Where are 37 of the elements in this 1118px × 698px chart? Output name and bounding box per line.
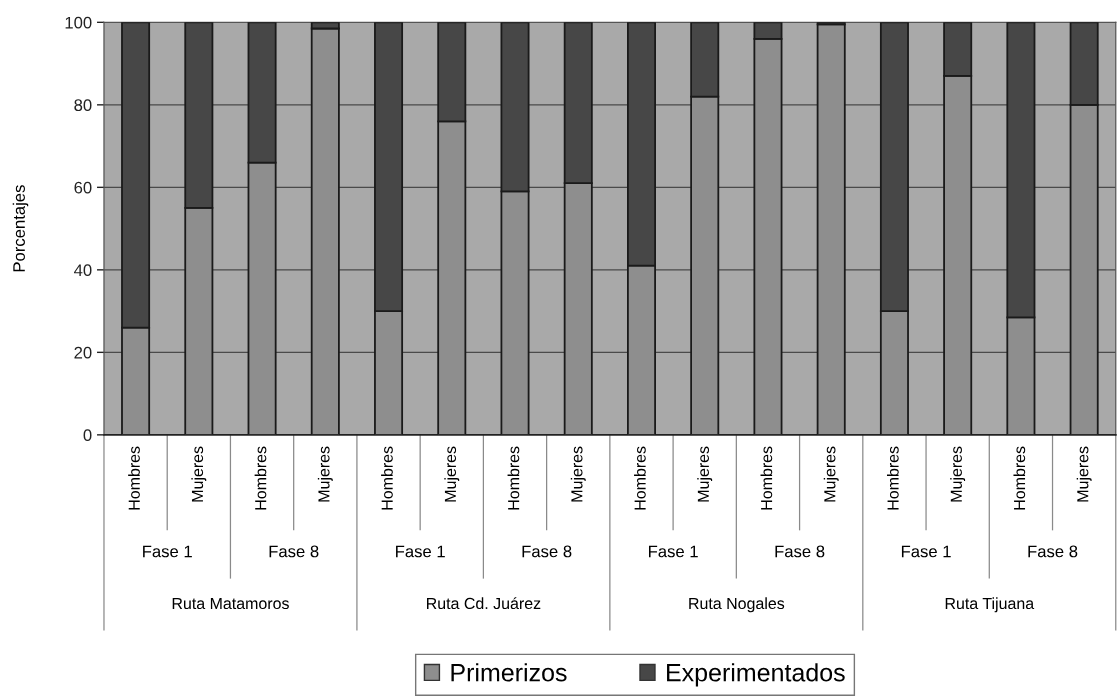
y-tick-label: 60 [74,181,92,194]
text: Ruta Tijuana [945,597,1035,613]
text: Fase 8 [269,545,319,558]
x-tick-label: Mujeres [950,446,966,502]
x-tick-label: Hombres [1013,446,1026,510]
text: Fase 1 [396,545,445,558]
legend-label: Experimentados [667,663,845,687]
text: Ruta Cd. Juárez [427,597,541,610]
x-tick-label: Hombres [507,446,520,510]
x-tick-label: Mujeres [191,446,207,502]
y-axis-title: Porcentajes [12,185,29,272]
x-tick-label: Mujeres [444,446,460,502]
x-tick-label: Mujeres [823,446,839,502]
y-tick-label: 100 [65,16,92,29]
x-tick-label: Mujeres [697,446,713,502]
text: Fase 8 [1028,545,1078,558]
x-tick-label: Mujeres [317,446,333,502]
y-tick-label: 20 [74,346,92,359]
x-tick-label: Hombres [128,446,140,510]
text: Ruta Matamoros [172,597,289,610]
text: Fase 1 [901,545,951,558]
y-tick-label: 40 [74,264,92,277]
x-tick-label: Mujeres [570,446,586,502]
y-tick-label: 0 [83,429,92,442]
y-tick-label: 80 [74,99,92,112]
legend-label: Primerizos [451,663,567,682]
text: Fase 1 [649,545,698,558]
x-tick-label: Hombres [381,446,393,510]
x-tick-label: Hombres [254,446,267,510]
x-tick-label: Mujeres [1076,446,1092,502]
x-tick-label: Hombres [886,446,899,510]
text: Ruta Nogales [689,597,785,613]
x-tick-label: Hombres [634,446,646,510]
text: Fase 8 [775,545,825,558]
x-tick-label: Hombres [760,446,773,510]
text: Fase 1 [143,545,192,558]
text: Fase 8 [522,545,572,558]
